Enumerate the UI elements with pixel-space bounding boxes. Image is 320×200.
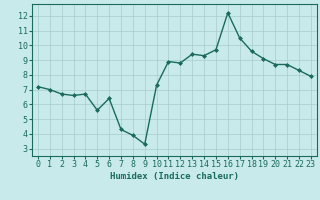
X-axis label: Humidex (Indice chaleur): Humidex (Indice chaleur) xyxy=(110,172,239,181)
